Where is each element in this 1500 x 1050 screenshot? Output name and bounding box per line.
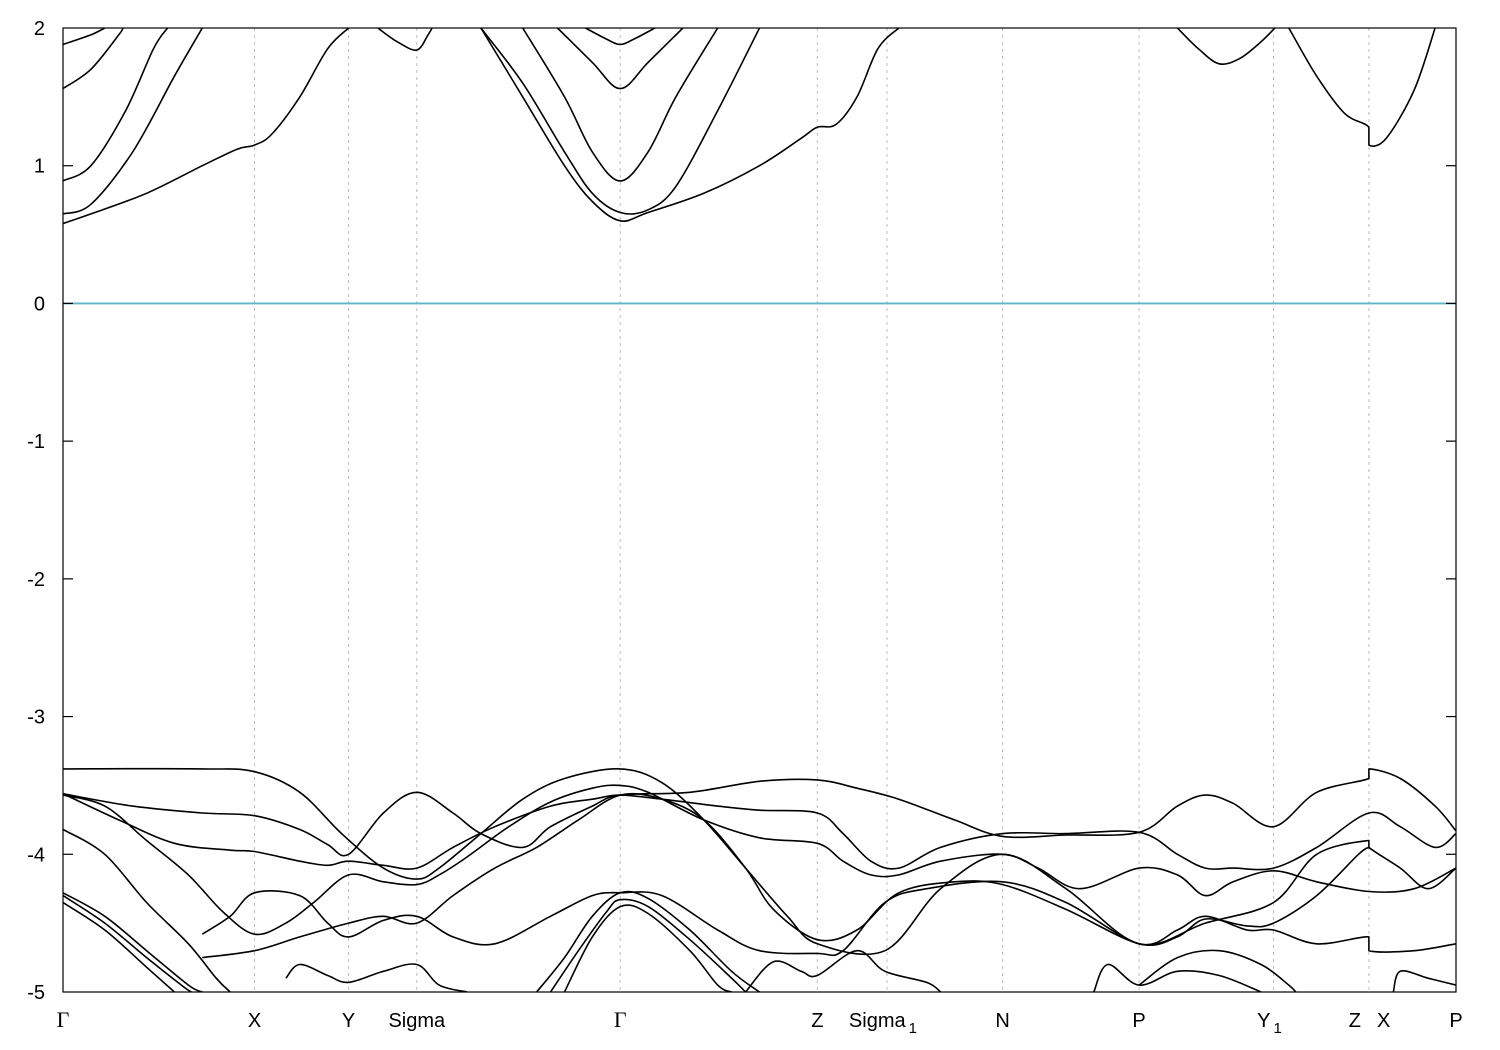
band-c13 xyxy=(1288,28,1436,147)
band-c2 xyxy=(63,28,203,215)
band-v4 xyxy=(63,784,1456,936)
band-c3 xyxy=(63,28,169,182)
x-tick-label: Sigma xyxy=(388,1010,446,1032)
band-c4 xyxy=(63,28,124,90)
y-tick-label: 1 xyxy=(34,156,45,178)
y-axis-ticks: 2 1 0 -1 -2 -3 -4 -5 xyxy=(27,18,1456,1004)
band-v9 xyxy=(63,894,192,992)
band-c6 xyxy=(377,28,433,51)
y-tick-label: -5 xyxy=(27,982,45,1004)
band-v11 xyxy=(285,963,468,992)
y-tick-label: -1 xyxy=(27,431,45,453)
x-tick-label: P xyxy=(1132,1010,1145,1032)
band-v3 xyxy=(63,792,1456,871)
x-tick-label: X xyxy=(1377,1010,1390,1032)
band-c9 xyxy=(522,28,719,182)
y-tick-label: 2 xyxy=(34,18,45,40)
band-v15 xyxy=(744,949,942,992)
x-tick-label: P xyxy=(1449,1010,1462,1032)
band-c5 xyxy=(63,28,106,46)
band-v12 xyxy=(535,890,760,992)
plot-frame xyxy=(62,27,1457,993)
band-c10 xyxy=(556,28,684,90)
band-v18 xyxy=(1392,970,1456,992)
x-axis-ticks: Γ X Y Sigma Γ Z Sigma 1 N P Y 1 Z X P xyxy=(57,1007,1463,1037)
band-c11 xyxy=(585,28,656,46)
x-tick-label: Γ xyxy=(57,1007,70,1032)
band-v2 xyxy=(63,768,1456,857)
x-tick-label: X xyxy=(248,1010,261,1032)
x-tick-label: Sigma 1 xyxy=(849,1010,917,1037)
band-v8 xyxy=(63,892,203,992)
y-tick-label: -4 xyxy=(27,844,45,866)
band-v5 xyxy=(63,828,231,992)
band-v6 xyxy=(201,880,1456,957)
band-c7 xyxy=(480,28,900,222)
x-tick-label: Γ xyxy=(614,1007,627,1032)
y-tick-label: -2 xyxy=(27,569,45,591)
band-v13 xyxy=(549,898,747,992)
y-tick-label: -3 xyxy=(27,707,45,729)
band-v17 xyxy=(1138,949,1297,992)
band-c1 xyxy=(63,28,350,225)
y-tick-label: 0 xyxy=(34,293,45,315)
x-tick-label: Z xyxy=(1349,1010,1361,1032)
x-tick-label: Z xyxy=(811,1010,823,1032)
kpoint-gridlines xyxy=(254,28,1370,992)
band-v10 xyxy=(63,901,175,992)
band-c8 xyxy=(480,28,761,215)
band-v14 xyxy=(563,904,732,992)
band-v16 xyxy=(1093,963,1262,992)
band-lines xyxy=(63,28,1456,992)
band-c12 xyxy=(1176,28,1276,65)
band-v1 xyxy=(63,767,1456,956)
band-v7 xyxy=(202,792,1370,959)
x-tick-label: Y xyxy=(342,1010,355,1032)
x-tick-label: N xyxy=(995,1010,1009,1032)
